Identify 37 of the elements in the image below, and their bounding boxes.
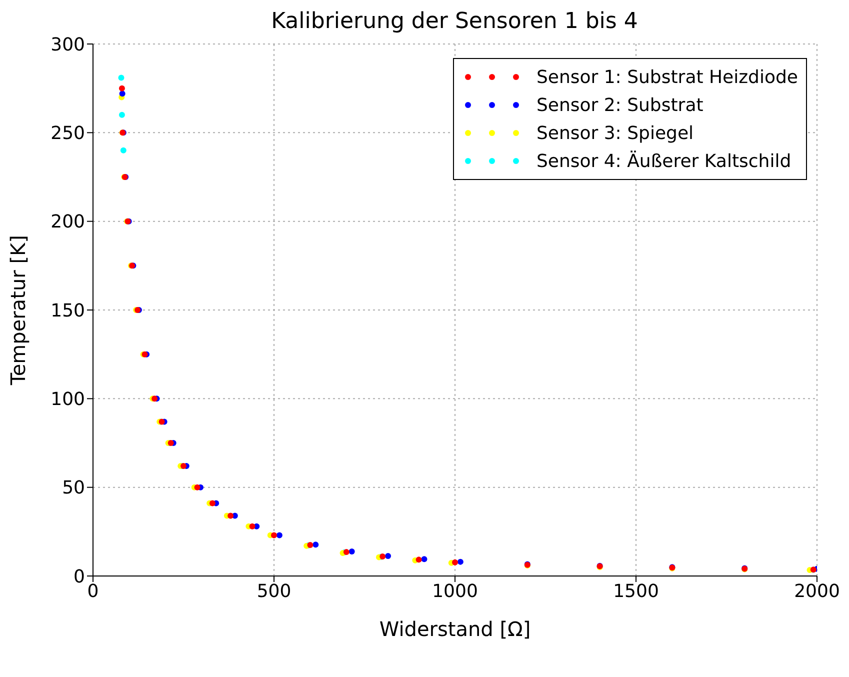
- point: [118, 74, 124, 81]
- point: [194, 484, 200, 490]
- x-tick-label: 500: [256, 580, 292, 602]
- point: [276, 532, 282, 538]
- y-axis-title: Temperatur [K]: [6, 235, 30, 386]
- point: [452, 559, 458, 566]
- x-axis-title: Widerstand [Ω]: [379, 617, 531, 641]
- point: [249, 523, 256, 530]
- legend-label: Sensor 2: Substrat: [536, 94, 704, 116]
- y-tick-label: 100: [50, 389, 85, 410]
- point: [120, 147, 126, 154]
- x-tick-label: 1500: [613, 580, 659, 602]
- point: [348, 548, 355, 555]
- x-tick-label: 0: [87, 580, 99, 602]
- y-tick-label: 250: [50, 123, 85, 144]
- point: [271, 532, 277, 538]
- chart-title: Kalibrierung der Sensoren 1 bis 4: [270, 8, 639, 36]
- point: [209, 500, 216, 506]
- legend-label: Sensor 3: Spiegel: [536, 122, 694, 144]
- y-tick-label: 150: [50, 300, 85, 322]
- point: [118, 112, 125, 118]
- y-tick-label: 50: [62, 478, 85, 499]
- y-tick-label: 0: [74, 566, 85, 588]
- point: [119, 90, 126, 97]
- point: [228, 512, 234, 519]
- point: [385, 552, 392, 559]
- point: [312, 542, 319, 548]
- legend-label: Sensor 4: Äußerer Kaltschild: [536, 150, 792, 172]
- y-tick-label: 200: [50, 212, 85, 233]
- x-tick-label: 2000: [794, 580, 840, 602]
- x-tick-label: 1000: [432, 580, 478, 602]
- point: [118, 85, 125, 92]
- point: [421, 556, 428, 562]
- y-tick-label: 300: [50, 34, 85, 56]
- point: [416, 556, 422, 563]
- point: [457, 558, 464, 565]
- legend-label: Sensor 1: Substrat Heizdiode: [536, 66, 798, 88]
